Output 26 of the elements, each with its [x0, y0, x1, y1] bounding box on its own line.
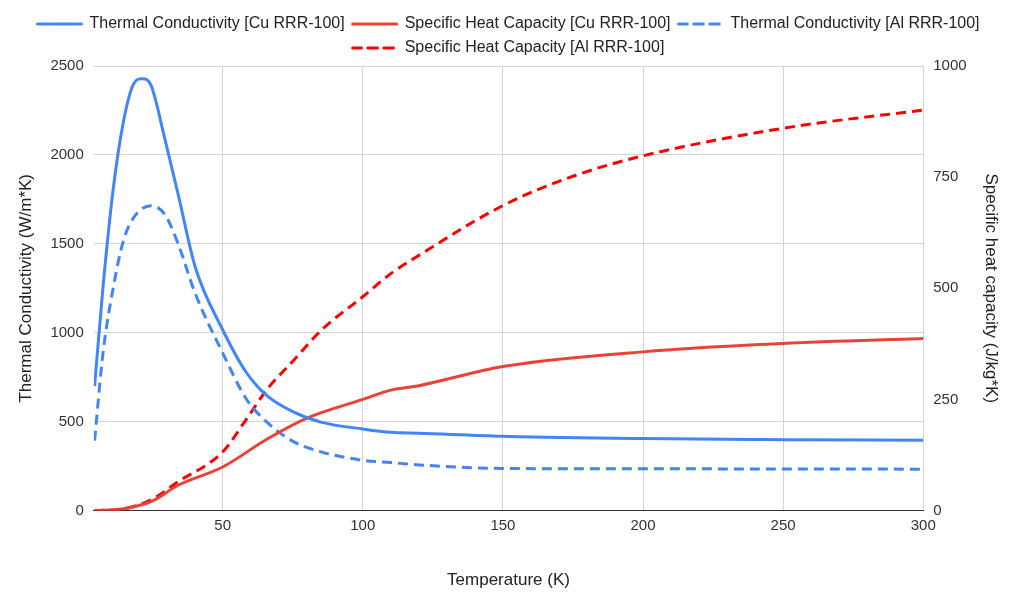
- y2-tick-label: 500: [933, 278, 959, 296]
- x-tick-label: 250: [770, 515, 796, 533]
- y-tick-label: 2500: [50, 56, 84, 74]
- x-tick-label: 150: [490, 515, 516, 533]
- y2-tick-label: 0: [933, 500, 942, 518]
- x-tick-label: 50: [214, 515, 232, 533]
- x-axis-title: Temperature (K): [447, 570, 570, 590]
- legend-label: Thermal Conductivity [Cu RRR-100]: [89, 14, 345, 32]
- legend-label: Thermal Conductivity [Al RRR-100]: [730, 14, 980, 32]
- y2-axis-title: Specific heat capacity (J/kg*K): [982, 173, 1002, 404]
- y-tick-label: 500: [58, 411, 84, 429]
- y-tick-label: 2000: [50, 145, 84, 163]
- y2-tick-label: 750: [933, 167, 959, 185]
- x-tick-label: 200: [630, 515, 656, 533]
- y-tick-label: 1500: [50, 233, 84, 251]
- legend-label: Specific Heat Capacity [Al RRR-100]: [404, 38, 665, 56]
- y-tick-label: 1000: [50, 322, 84, 340]
- line-series: [93, 77, 924, 442]
- x-tick-label: 100: [350, 515, 376, 533]
- x-tick-label: 300: [910, 515, 936, 533]
- y-axis-title: Thermal Conductivity (W/m*K): [15, 174, 35, 403]
- y2-tick-label: 1000: [933, 56, 967, 74]
- legend-label: Specific Heat Capacity [Cu RRR-100]: [404, 14, 671, 32]
- y-tick-label: 0: [75, 500, 84, 518]
- line-series: [93, 337, 924, 511]
- y2-tick-label: 250: [933, 389, 959, 407]
